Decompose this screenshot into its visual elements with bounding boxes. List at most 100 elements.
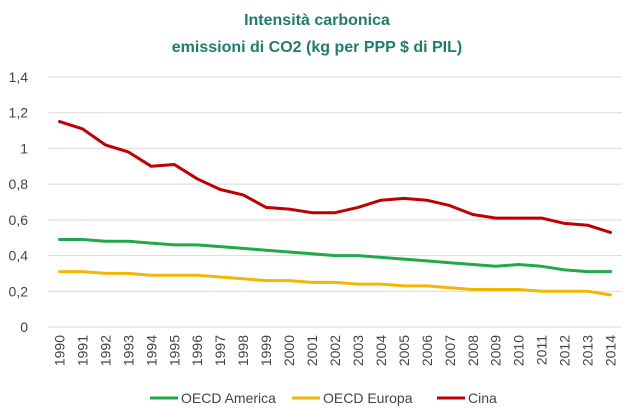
x-tick-label: 2002: [327, 335, 343, 366]
data-point: [264, 278, 268, 282]
data-point: [126, 150, 130, 154]
y-tick-label: 0: [20, 319, 28, 335]
data-point: [494, 216, 498, 220]
data-point: [471, 212, 475, 216]
data-point: [425, 198, 429, 202]
data-point: [195, 177, 199, 181]
data-point: [241, 246, 245, 250]
data-point: [57, 269, 61, 273]
data-point: [80, 269, 84, 273]
data-point: [356, 205, 360, 209]
data-point: [149, 273, 153, 277]
data-point: [516, 216, 520, 220]
data-point: [149, 164, 153, 168]
data-point: [103, 239, 107, 243]
x-tick-label: 1995: [166, 335, 182, 366]
data-point: [425, 259, 429, 263]
data-point: [562, 221, 566, 225]
data-point: [516, 262, 520, 266]
x-tick-label: 2006: [419, 335, 435, 366]
data-point: [539, 216, 543, 220]
data-point: [425, 284, 429, 288]
x-tick-label: 1998: [235, 335, 251, 366]
data-point: [287, 250, 291, 254]
data-point: [241, 193, 245, 197]
plot-area: [57, 119, 612, 297]
y-tick-label: 1,4: [9, 69, 29, 85]
y-tick-label: 1: [20, 140, 28, 156]
data-point: [562, 268, 566, 272]
data-point: [585, 289, 589, 293]
data-point: [333, 253, 337, 257]
x-tick-label: 1993: [120, 335, 136, 366]
x-axis-ticks: 1990 1991 1992 1993 1994 1995 1996 1997 1998 1999…: [51, 335, 618, 366]
data-point: [448, 261, 452, 265]
x-tick-label: 2007: [442, 335, 458, 366]
x-tick-label: 1994: [143, 335, 159, 366]
x-tick-label: 2000: [281, 335, 297, 366]
data-point: [608, 230, 612, 234]
data-point: [494, 287, 498, 291]
data-point: [218, 275, 222, 279]
data-point: [126, 271, 130, 275]
y-tick-label: 1,2: [9, 105, 29, 121]
x-tick-label: 1997: [212, 335, 228, 366]
data-point: [379, 255, 383, 259]
data-point: [539, 289, 543, 293]
x-tick-label: 2003: [350, 335, 366, 366]
data-point: [80, 127, 84, 131]
data-point: [333, 211, 337, 215]
data-point: [126, 239, 130, 243]
data-point: [585, 223, 589, 227]
x-tick-label: 2004: [373, 335, 389, 366]
data-point: [80, 237, 84, 241]
data-point: [264, 248, 268, 252]
data-point: [516, 287, 520, 291]
legend: OECD America OECD Europa Cina: [150, 390, 497, 406]
data-point: [562, 289, 566, 293]
y-tick-label: 0,6: [9, 212, 29, 228]
data-point: [287, 278, 291, 282]
data-point: [608, 269, 612, 273]
data-point: [103, 271, 107, 275]
data-point: [195, 243, 199, 247]
data-point: [241, 277, 245, 281]
data-point: [448, 203, 452, 207]
x-tick-label: 2009: [488, 335, 504, 366]
data-point: [172, 243, 176, 247]
data-point: [402, 196, 406, 200]
x-tick-label: 2013: [580, 335, 596, 366]
chart-subtitle: emissioni di CO2 (kg per PPP $ di PIL): [172, 39, 462, 56]
y-tick-label: 0,2: [9, 283, 29, 299]
data-point: [287, 207, 291, 211]
data-point: [333, 280, 337, 284]
data-point: [494, 264, 498, 268]
series-line-cina: [58, 120, 612, 234]
x-tick-label: 1996: [189, 335, 205, 366]
chart-title: Intensità carbonica: [244, 12, 390, 29]
data-point: [172, 273, 176, 277]
x-tick-label: 2010: [511, 335, 527, 366]
data-point: [149, 241, 153, 245]
x-tick-label: 2008: [465, 335, 481, 366]
data-point: [264, 205, 268, 209]
data-point: [57, 119, 61, 123]
data-point: [356, 282, 360, 286]
data-point: [471, 262, 475, 266]
data-point: [356, 253, 360, 257]
data-point: [310, 211, 314, 215]
x-tick-label: 2005: [396, 335, 412, 366]
data-point: [539, 264, 543, 268]
data-point: [218, 187, 222, 191]
series-line-oecd-america: [58, 238, 612, 274]
data-point: [310, 280, 314, 284]
x-tick-label: 1999: [258, 335, 274, 366]
legend-label: Cina: [468, 390, 497, 406]
data-point: [448, 286, 452, 290]
x-tick-label: 1990: [51, 335, 67, 366]
y-axis-ticks: 0 0,2 0,4 0,6 0,8 1 1,2 1,4: [9, 69, 29, 335]
data-point: [103, 143, 107, 147]
x-tick-label: 2014: [603, 335, 619, 366]
data-point: [379, 282, 383, 286]
